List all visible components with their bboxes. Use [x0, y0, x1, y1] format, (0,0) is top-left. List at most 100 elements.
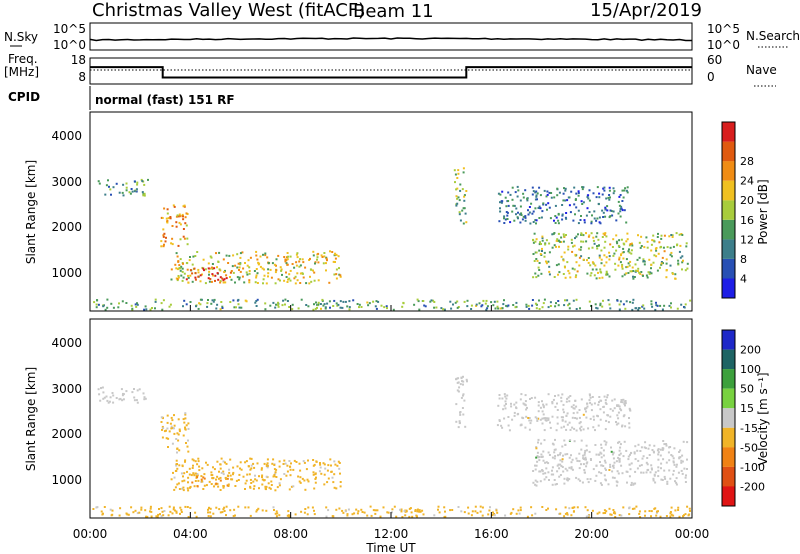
echo-cell: [179, 238, 182, 241]
echo-cell: [543, 478, 546, 481]
echo-cell: [176, 214, 179, 217]
echo-cell: [582, 428, 585, 431]
echo-cell: [159, 513, 161, 516]
echo-cell: [338, 467, 341, 470]
echo-cell: [339, 481, 342, 483]
echo-cell: [654, 507, 657, 510]
echo-cell: [620, 253, 623, 256]
echo-cell: [160, 515, 163, 518]
echo-cell: [662, 246, 665, 249]
echo-cell: [663, 469, 666, 472]
echo-cell: [574, 276, 577, 279]
echo-cell: [595, 453, 598, 456]
echo-cell: [267, 272, 270, 275]
echo-cell: [239, 461, 242, 464]
echo-cell: [212, 300, 215, 303]
echo-cell: [242, 267, 245, 270]
echo-cell: [644, 447, 647, 450]
echo-cell: [585, 214, 588, 217]
echo-cell: [386, 307, 388, 310]
echo-cell: [555, 264, 558, 267]
echo-cell: [140, 506, 143, 509]
echo-cell: [596, 307, 599, 310]
echo-cell: [339, 485, 342, 488]
echo-cell: [145, 515, 148, 518]
echo-cell: [605, 197, 608, 200]
echo-cell: [674, 273, 677, 276]
echo-cell: [220, 471, 223, 474]
echo-cell: [347, 508, 350, 511]
echo-cell: [264, 252, 267, 255]
echo-cell: [221, 305, 224, 308]
echo-cell: [620, 464, 623, 467]
echo-cell: [297, 307, 300, 310]
echo-cell: [209, 507, 212, 510]
echo-cell: [173, 414, 175, 417]
echo-cell: [195, 474, 198, 477]
echo-cell: [180, 511, 183, 513]
echo-cell: [160, 245, 163, 248]
echo-cell: [598, 256, 601, 259]
echo-cell: [125, 186, 128, 189]
echo-cell: [498, 220, 501, 223]
echo-cell: [209, 511, 212, 514]
echo-cell: [213, 298, 216, 301]
echo-cell: [497, 404, 500, 407]
echo-cell: [222, 460, 225, 463]
echo-cell: [401, 516, 404, 518]
echo-cell: [189, 269, 192, 272]
echo-cell: [677, 262, 680, 265]
echo-cell: [456, 202, 459, 205]
echo-cell: [250, 457, 253, 460]
echo-cell: [586, 509, 589, 512]
echo-cell: [514, 306, 517, 309]
echo-cell: [588, 234, 591, 237]
echo-cell: [535, 238, 538, 241]
echo-cell: [323, 303, 326, 306]
echo-cell: [198, 469, 201, 472]
echo-cell: [568, 307, 571, 310]
echo-cell: [275, 303, 277, 306]
echo-cell: [289, 269, 292, 272]
echo-cell: [596, 217, 599, 220]
echo-cell: [577, 222, 580, 225]
echo-cell: [322, 262, 325, 265]
echo-cell: [454, 301, 457, 304]
echo-cell: [294, 513, 297, 516]
echo-cell: [219, 479, 222, 482]
echo-cell: [332, 305, 335, 307]
echo-cell: [545, 239, 548, 242]
echo-cell: [549, 421, 551, 424]
echo-cell: [169, 216, 172, 218]
colorbar-swatch: [722, 200, 735, 220]
echo-cell: [619, 407, 622, 410]
echo-cell: [668, 459, 671, 462]
echo-cell: [568, 272, 571, 275]
echo-cell: [603, 264, 606, 267]
echo-cell: [207, 508, 209, 511]
colorbar-tick: 4: [740, 272, 747, 285]
echo-cell: [613, 190, 616, 193]
echo-cell: [226, 484, 229, 487]
echo-cell: [531, 193, 534, 196]
echo-cell: [125, 302, 128, 304]
echo-cell: [596, 186, 599, 189]
echo-cell: [560, 236, 563, 239]
echo-cell: [650, 272, 653, 275]
echo-cell: [185, 278, 188, 281]
echo-cell: [615, 219, 618, 222]
echo-cell: [104, 193, 107, 196]
echo-cell: [105, 184, 108, 187]
echo-cell: [594, 444, 597, 446]
echo-cell: [333, 299, 336, 302]
echo-cell: [432, 299, 435, 302]
echo-cell: [548, 454, 551, 456]
echo-cell: [288, 277, 291, 280]
echo-cell: [237, 479, 240, 481]
echo-cell: [103, 396, 106, 399]
echo-cell: [584, 506, 587, 509]
echo-cell: [493, 300, 496, 303]
echo-cell: [616, 242, 619, 245]
echo-cell: [271, 462, 274, 465]
echo-cell: [259, 255, 262, 258]
